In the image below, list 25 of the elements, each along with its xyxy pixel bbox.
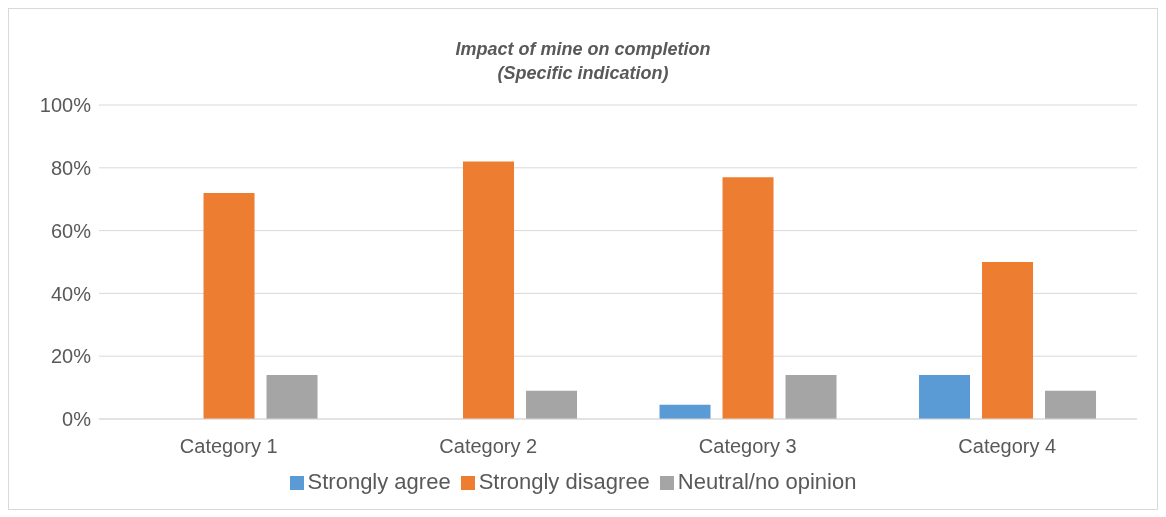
bar xyxy=(982,262,1034,419)
x-tick-label: Category 1 xyxy=(179,435,278,458)
bar xyxy=(919,375,971,419)
y-tick-label: 0% xyxy=(62,408,92,431)
x-tick-label: Category 4 xyxy=(958,435,1057,458)
x-tick-label: Category 2 xyxy=(439,435,538,458)
bar xyxy=(722,177,774,419)
legend-label: Strongly disagree xyxy=(478,469,650,494)
y-tick-label: 20% xyxy=(50,345,92,368)
bar xyxy=(203,192,255,419)
y-tick-label: 80% xyxy=(50,156,92,179)
y-tick-label: 100% xyxy=(39,94,92,117)
bar xyxy=(659,404,711,419)
bar xyxy=(785,375,837,419)
bar xyxy=(266,375,318,419)
legend-label: Strongly agree xyxy=(307,469,451,494)
bar xyxy=(463,161,515,419)
y-tick-label: 60% xyxy=(50,219,92,242)
chart-title: Impact of mine on completion xyxy=(454,38,712,61)
bar xyxy=(526,390,578,419)
x-tick-label: Category 3 xyxy=(698,435,797,458)
legend-label: Neutral/no opinion xyxy=(677,469,857,494)
bar xyxy=(1045,390,1097,419)
y-tick-label: 40% xyxy=(50,282,92,305)
chart-subtitle: (Specific indication) xyxy=(496,62,670,85)
